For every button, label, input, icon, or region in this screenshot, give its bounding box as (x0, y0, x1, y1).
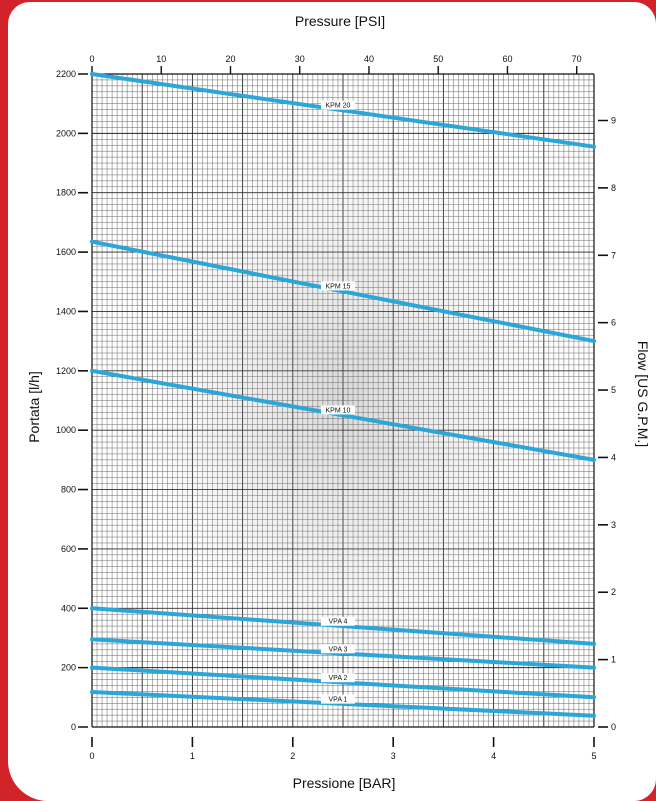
y-axis-tick-label: 400 (61, 603, 76, 613)
y-axis-tick-label: 1600 (56, 247, 76, 257)
right-axis-tick-label: 2 (611, 587, 616, 597)
series-label: VPA 4 (329, 619, 348, 626)
series-line (90, 606, 596, 646)
y-axis-title: Portata [l/h] (26, 371, 42, 443)
top-axis-tick-label: 0 (89, 54, 94, 64)
series-label-bg (320, 616, 355, 626)
series-label-bg (320, 673, 355, 683)
series-label-bg (320, 100, 355, 110)
x-axis-tick-label: 5 (591, 751, 596, 761)
series-label: KPM 10 (326, 407, 351, 414)
y-axis-tick-label: 2200 (56, 69, 76, 79)
top-axis-tick-label: 20 (225, 54, 235, 64)
right-axis-tick-label: 3 (611, 520, 616, 530)
series-line (90, 368, 596, 462)
flow-pressure-chart: 0 10 20 30 40 50 60 700 1 2 3 4 50200400600800100012… (26, 13, 651, 791)
plot-shading (92, 74, 594, 727)
series-label-bg (320, 281, 355, 291)
y-axis-tick-label: 1000 (56, 425, 76, 435)
y-axis-tick-label: 200 (61, 663, 76, 673)
right-axis-tick-label: 4 (611, 452, 616, 462)
y-axis-tick-label: 1200 (56, 366, 76, 376)
right-axis-tick-label: 5 (611, 385, 616, 395)
series-label-bg (320, 405, 355, 415)
y-axis-tick-label: 1400 (56, 306, 76, 316)
series-line (90, 72, 596, 149)
series-label: VPA 2 (329, 675, 348, 682)
y-axis-tick-label: 800 (61, 485, 76, 495)
series-line (90, 637, 596, 670)
y-axis-tick-label: 0 (71, 722, 76, 732)
right-axis-title: Flow [US G.P.M.] (635, 341, 651, 447)
series-line (90, 239, 596, 344)
y-axis-tick-label: 600 (61, 544, 76, 554)
series-label: VPA 3 (329, 646, 348, 653)
series-label-bg (320, 644, 355, 654)
right-axis-tick-label: 0 (611, 722, 616, 732)
right-axis-tick-label: 8 (611, 183, 616, 193)
series-line (90, 690, 596, 718)
top-axis-tick-label: 50 (433, 54, 443, 64)
top-axis-tick-label: 40 (364, 54, 374, 64)
series-group: KPM 20 KPM 15 KPM 10 VPA 4 VPA 3 VPA 2 VPA 1 (90, 72, 596, 718)
chart-card: 0 10 20 30 40 50 60 70 0 1 2 3 4 5 0 200 400 600 800 1000 12… (8, 2, 656, 801)
series-line (90, 665, 596, 700)
top-axis-tick-label: 60 (502, 54, 512, 64)
series-label-bg (320, 694, 355, 704)
top-axis-tick-label: 70 (572, 54, 582, 64)
x-axis-tick-label: 0 (89, 751, 94, 761)
x-axis-tick-label: 2 (290, 751, 295, 761)
series-label: KPM 15 (326, 283, 351, 290)
axes: 0 10 20 30 40 50 60 700 1 2 3 4 50200400600800100012… (56, 54, 616, 761)
x-axis-tick-label: 4 (491, 751, 496, 761)
right-axis-tick-label: 9 (611, 115, 616, 125)
series-label: KPM 20 (326, 103, 351, 110)
top-axis-tick-label: 10 (156, 54, 166, 64)
y-axis-tick-label: 1800 (56, 188, 76, 198)
right-axis-tick-label: 1 (611, 655, 616, 665)
y-axis-tick-label: 2000 (56, 128, 76, 138)
top-axis-title: Pressure [PSI] (295, 13, 385, 29)
series-label: VPA 1 (329, 697, 348, 704)
x-axis-tick-label: 1 (190, 751, 195, 761)
x-axis-title: Pressione [BAR] (293, 775, 396, 791)
right-axis-tick-label: 6 (611, 318, 616, 328)
top-axis-tick-label: 30 (295, 54, 305, 64)
x-axis-tick-label: 3 (391, 751, 396, 761)
right-axis-tick-label: 7 (611, 250, 616, 260)
